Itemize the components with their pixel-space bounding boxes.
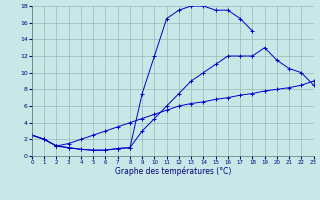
X-axis label: Graphe des températures (°C): Graphe des températures (°C) bbox=[115, 167, 231, 176]
